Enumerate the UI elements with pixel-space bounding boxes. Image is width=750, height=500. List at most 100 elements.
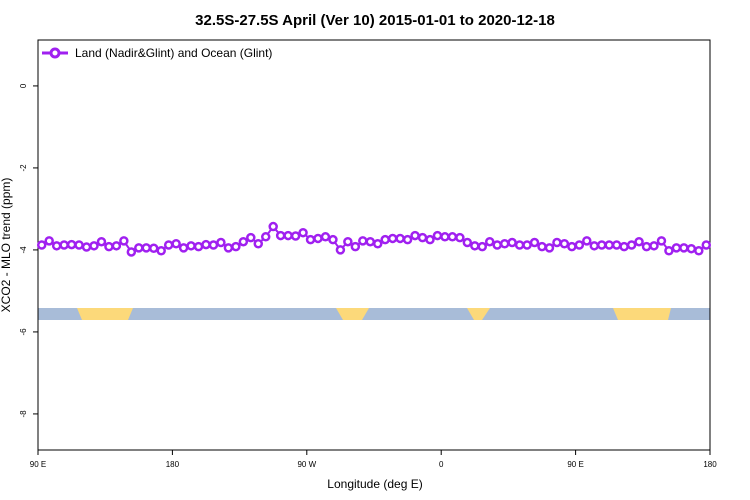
data-point (455, 232, 465, 243)
data-point (305, 234, 316, 245)
data-point (507, 237, 517, 248)
data-point (395, 233, 405, 244)
data-point (216, 237, 226, 248)
data-point (81, 242, 92, 252)
data-point (686, 243, 697, 254)
map-strip (38, 308, 710, 320)
data-point (111, 241, 122, 251)
data-point (156, 245, 166, 256)
data-point (544, 243, 555, 253)
data-point (671, 243, 682, 253)
data-point (604, 240, 614, 250)
y-tick-label: -8 (19, 410, 28, 418)
y-axis-label: XCO2 - MLO trend (ppm) (0, 178, 13, 313)
data-point (589, 241, 600, 251)
data-point (104, 241, 114, 252)
data-point (492, 240, 502, 250)
data-point (275, 230, 286, 241)
data-point (44, 236, 54, 246)
data-point (470, 241, 480, 251)
y-tick-label: -2 (19, 164, 28, 172)
data-point (290, 231, 301, 241)
data-point (223, 243, 234, 253)
data-point (537, 241, 547, 252)
data-point (126, 247, 137, 257)
data-point (619, 241, 629, 252)
data-point (141, 243, 152, 253)
x-tick-label: 90 E (30, 460, 46, 469)
land (77, 308, 133, 320)
data-point (268, 221, 278, 232)
data-point (567, 241, 577, 252)
data-point (320, 232, 331, 242)
data-point (231, 241, 241, 252)
data-point (559, 239, 570, 249)
data-point (119, 236, 129, 246)
data-point (134, 243, 144, 253)
data-point (283, 230, 293, 241)
data-point (574, 240, 585, 250)
data-point (582, 236, 592, 246)
data-point (552, 237, 562, 248)
land (613, 308, 671, 320)
y-tick-label: 0 (19, 83, 28, 88)
data-point (36, 240, 47, 250)
data-point (649, 241, 659, 251)
legend: Land (Nadir&Glint) and Ocean (Glint) (42, 46, 272, 60)
data-point (260, 232, 271, 242)
data-point (596, 240, 607, 250)
x-tick-label: 90 W (297, 460, 316, 469)
data-point (656, 236, 667, 246)
data-point (238, 236, 249, 247)
y-tick-label: -6 (19, 328, 28, 336)
data-point (694, 245, 704, 256)
data-point (462, 237, 473, 248)
data-point (679, 243, 689, 253)
data-point (484, 236, 495, 247)
x-tick-label: 180 (166, 460, 180, 469)
y-tick-label: -4 (19, 246, 28, 254)
data-point (402, 234, 413, 245)
x-tick-label: 180 (703, 460, 717, 469)
data-point (499, 239, 510, 249)
data-point (529, 237, 540, 248)
data-point (171, 239, 181, 249)
data-point (358, 236, 368, 246)
data-point (432, 230, 443, 241)
data-point (89, 241, 99, 251)
land (336, 308, 369, 320)
data-point (343, 236, 353, 247)
data-point (193, 241, 204, 252)
data-point (253, 239, 264, 249)
data-point (59, 240, 69, 250)
data-point (701, 240, 712, 250)
ocean-band (38, 308, 710, 320)
data-point (74, 240, 84, 250)
data-point (380, 234, 390, 245)
land (467, 308, 490, 320)
data-point (208, 240, 219, 250)
data-point (246, 232, 256, 243)
data-point (372, 239, 383, 249)
legend-label: Land (Nadir&Glint) and Ocean (Glint) (75, 46, 272, 60)
data-point (365, 236, 376, 247)
data-point (425, 234, 435, 245)
data-point (51, 241, 62, 251)
data-point (298, 227, 308, 238)
data-point (477, 241, 488, 252)
x-tick-label: 0 (439, 460, 444, 469)
data-point (664, 245, 674, 256)
x-axis-label: Longitude (deg E) (327, 477, 422, 491)
legend-marker (49, 47, 61, 59)
chart-title: 32.5S-27.5S April (Ver 10) 2015-01-01 to… (195, 12, 555, 29)
data-point (186, 241, 196, 251)
data-point (148, 243, 159, 254)
data-point (626, 240, 637, 250)
data-point (313, 233, 323, 244)
data-point (96, 236, 107, 247)
data-point (440, 232, 450, 242)
data-point (634, 236, 644, 247)
data-point (611, 240, 622, 250)
data-point (66, 239, 77, 250)
